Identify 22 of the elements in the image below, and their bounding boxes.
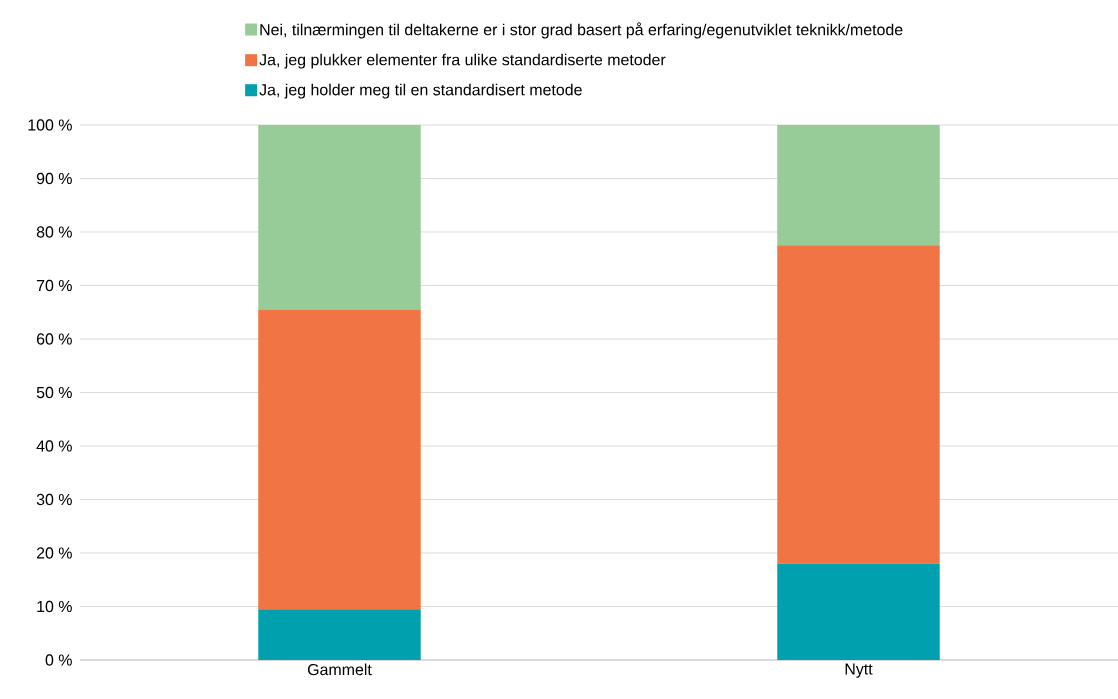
legend-label: Nei, tilnærmingen til deltakerne er i stor grad basert på erfaring/egenutviklet teknikk/metode	[260, 22, 903, 39]
y-tick-label: 50 %	[36, 386, 72, 399]
y-tick-label: 20 %	[36, 547, 72, 559]
y-tick-label: 10 %	[37, 600, 72, 613]
bar	[777, 124, 940, 246]
y-tick-label: 0 %	[45, 654, 72, 666]
y-tick-label: 100 %	[28, 119, 72, 131]
bar	[258, 124, 421, 310]
y-tick-label: 90 %	[36, 172, 72, 185]
y-tick-label: 60 %	[36, 333, 72, 345]
bar	[258, 309, 421, 610]
y-tick-label: 40 %	[36, 440, 72, 452]
bar	[258, 609, 421, 660]
x-tick-label: Nytt	[845, 663, 873, 678]
x-tick-label: Gammelt	[307, 663, 372, 676]
y-tick-label: 30 %	[36, 493, 72, 506]
y-tick-label: 80 %	[36, 226, 72, 238]
legend-label: Ja, jeg plukker elementer fra ulike standardiserte metoder	[259, 53, 666, 69]
legend-label: Ja, jeg holder meg til en standardisert metode	[259, 83, 582, 99]
bar	[777, 563, 940, 660]
bar	[777, 245, 940, 564]
y-tick-label: 70 %	[36, 279, 72, 292]
